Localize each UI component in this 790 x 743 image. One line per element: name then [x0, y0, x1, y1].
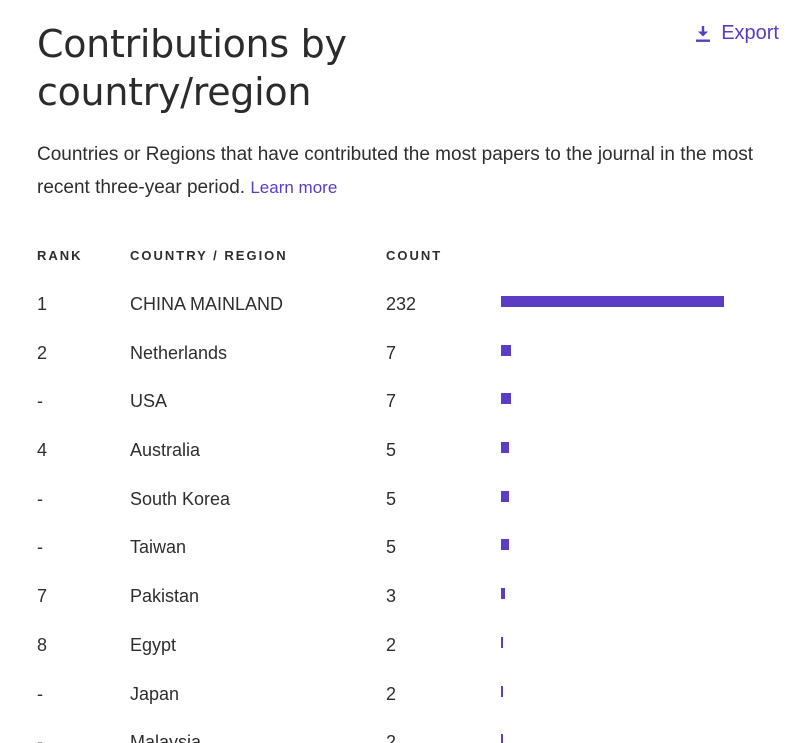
table-row: - Japan 2: [37, 662, 777, 711]
learn-more-link[interactable]: Learn more: [250, 178, 338, 197]
table-body: 1 CHINA MAINLAND 232 2 Netherlands 7- USA 7 4 Aus…: [37, 272, 777, 743]
rank-cell: 4: [37, 440, 48, 461]
page-title: Contributions by country/region: [37, 22, 347, 114]
count-bar: [501, 588, 505, 600]
country-cell: Australia: [130, 440, 201, 461]
description-text: Countries or Regions that have contribut…: [37, 144, 754, 198]
count-bar: [501, 296, 724, 307]
count-bar: [501, 490, 509, 502]
table-row: 8 Egypt 2: [37, 613, 777, 662]
count-cell: 232: [386, 294, 417, 314]
count-bar: [501, 393, 511, 405]
rank-cell: 2: [37, 342, 48, 363]
export-label: Export: [721, 22, 779, 44]
table-row: 4 Australia 5: [37, 418, 777, 467]
count-cell: 3: [386, 586, 397, 607]
country-cell: South Korea: [130, 488, 231, 509]
count-cell: 2: [386, 634, 397, 655]
country-cell: Japan: [130, 683, 180, 704]
country-cell: Malaysia: [130, 732, 202, 743]
rank-cell: -: [37, 732, 43, 743]
rank-cell: -: [37, 683, 43, 704]
table-row: - Taiwan 5: [37, 515, 777, 564]
column-header-rank: RANK: [37, 248, 83, 263]
description: Countries or Regions that have contribut…: [37, 138, 782, 204]
download-icon: [695, 25, 711, 43]
export-button[interactable]: Export: [695, 22, 779, 45]
count-bar: [501, 636, 503, 648]
count-cell: 7: [386, 342, 397, 363]
table-row: 2 Netherlands 7: [37, 321, 777, 370]
country-cell: Egypt: [130, 634, 177, 655]
count-bar: [501, 344, 511, 356]
count-bar: [501, 442, 509, 454]
rank-cell: 7: [37, 586, 48, 607]
rank-cell: 1: [37, 294, 48, 314]
table-row: 1 CHINA MAINLAND 232: [37, 272, 777, 321]
country-cell: USA: [130, 391, 168, 412]
count-bar: [501, 685, 503, 697]
count-cell: 5: [386, 488, 397, 509]
country-cell: Netherlands: [130, 342, 228, 363]
table-header: RANK COUNTRY / REGION COUNT: [37, 240, 777, 272]
column-header-count: COUNT: [386, 248, 443, 263]
contributions-table: RANK COUNTRY / REGION COUNT 1 CHINA MAINL…: [37, 240, 777, 743]
count-cell: 7: [386, 391, 397, 412]
table-row: - USA 7: [37, 369, 777, 418]
count-cell: 2: [386, 732, 397, 743]
rank-cell: 8: [37, 634, 48, 655]
count-cell: 5: [386, 537, 397, 558]
count-bar: [501, 734, 503, 743]
table-row: 7 Pakistan 3: [37, 564, 777, 613]
country-cell: CHINA MAINLAND: [130, 294, 284, 314]
country-cell: Taiwan: [130, 537, 187, 558]
count-bar: [501, 539, 509, 551]
table-row: - South Korea 5: [37, 467, 777, 516]
rank-cell: -: [37, 488, 43, 509]
count-cell: 5: [386, 440, 397, 461]
column-header-country: COUNTRY / REGION: [130, 248, 288, 263]
rank-cell: -: [37, 537, 43, 558]
country-cell: Pakistan: [130, 586, 200, 607]
rank-cell: -: [37, 391, 43, 412]
table-row: - Malaysia 2: [37, 710, 777, 743]
count-cell: 2: [386, 683, 397, 704]
